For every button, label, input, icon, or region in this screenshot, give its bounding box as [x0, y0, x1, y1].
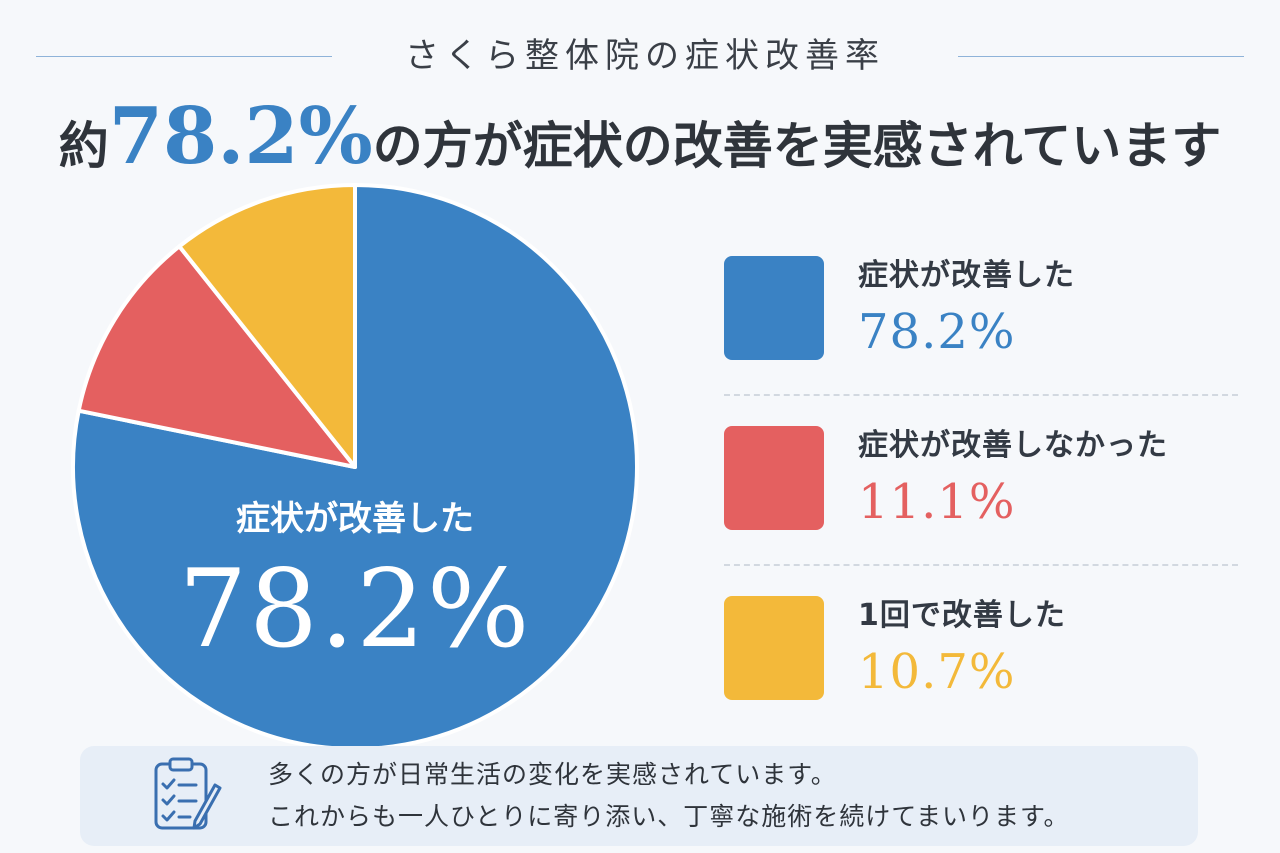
checklist-clipboard-icon	[154, 757, 222, 830]
legend-swatch	[724, 596, 824, 700]
legend-label: 症状が改善しなかった	[858, 428, 1168, 463]
pie-slice-one-visit	[177, 183, 357, 469]
legend-value: 78.2%	[858, 304, 1016, 360]
legend-divider	[724, 564, 1238, 566]
pie-center-value: 78.2%	[178, 547, 532, 672]
headline-suffix: の方が症状の改善を実感されています	[372, 116, 1222, 175]
legend-value: 10.7%	[858, 644, 1016, 700]
note-line-1: 多くの方が日常生活の変化を実感されています。	[268, 760, 837, 789]
chart-subtitle: さくら整体院の症状改善率	[405, 36, 885, 76]
legend-swatch	[724, 426, 824, 530]
header-divider-right	[958, 56, 1244, 57]
legend-label: 1回で改善した	[858, 598, 1066, 633]
legend-swatch	[724, 256, 824, 360]
pie-chart	[71, 183, 639, 751]
legend-label: 症状が改善した	[858, 258, 1075, 293]
pie-slice-not-improved	[76, 244, 357, 469]
legend-item-not-improved: 症状が改善しなかった 11.1%	[724, 426, 1238, 596]
legend-value: 11.1%	[858, 474, 1016, 530]
header-divider-left	[36, 56, 332, 57]
legend-item-one-visit: 1回で改善した 10.7%	[724, 596, 1238, 766]
headline-value: 78.2%	[108, 91, 373, 182]
headline-prefix: 約	[58, 116, 109, 175]
legend-item-improved: 症状が改善した 78.2%	[724, 256, 1238, 426]
legend-divider	[724, 394, 1238, 396]
headline: 約78.2%の方が症状の改善を実感されています	[0, 92, 1280, 191]
legend: 症状が改善した 78.2% 症状が改善しなかった 11.1% 1回で改善した 1…	[724, 256, 1238, 766]
pie-center-label: 症状が改善した	[236, 499, 474, 539]
note-line-2: これからも一人ひとりに寄り添い、丁寧な施術を続けてまいります。	[268, 802, 1070, 831]
note-box: 多くの方が日常生活の変化を実感されています。 これからも一人ひとりに寄り添い、丁…	[80, 746, 1198, 846]
